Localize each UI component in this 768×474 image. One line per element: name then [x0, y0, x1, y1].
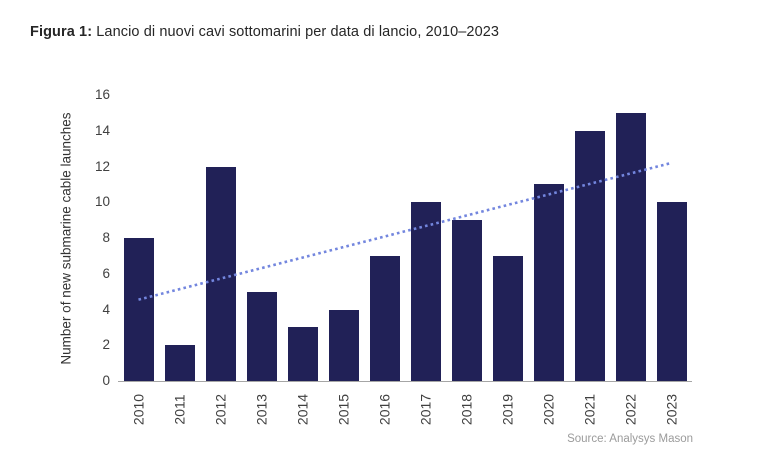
x-tick-label: 2013: [253, 393, 269, 426]
x-tick-label: 2019: [499, 393, 515, 426]
bar-2020: [533, 184, 564, 381]
bar-2014: [287, 327, 318, 381]
x-tick-label: 2016: [376, 393, 392, 426]
plot-area: [118, 95, 692, 382]
trendline: [138, 161, 672, 301]
y-tick-label: 10: [94, 194, 110, 210]
x-tick-label: 2012: [212, 393, 228, 426]
x-tick-label: 2023: [663, 393, 679, 426]
y-tick-label: 6: [102, 265, 110, 281]
x-tick-label: 2011: [171, 394, 187, 425]
x-tick-label: 2015: [335, 393, 351, 426]
bar-2013: [246, 291, 277, 381]
figure-label: Figura 1:: [30, 24, 93, 40]
y-tick-label: 4: [102, 301, 110, 317]
bar-2021: [574, 130, 605, 381]
trendline-path: [138, 161, 672, 301]
x-tick-label: 2017: [417, 393, 433, 426]
source-note: Source: Analysys Mason: [567, 433, 693, 445]
y-tick-label: 14: [94, 122, 110, 138]
bar-2018: [451, 220, 482, 381]
bar-2011: [164, 345, 195, 381]
x-tick-label: 2014: [294, 393, 310, 426]
x-tick-label: 2022: [622, 393, 638, 426]
x-tick-label: 2021: [581, 393, 597, 426]
y-tick-label: 8: [102, 230, 110, 245]
figure-title: Figura 1: Lancio di nuovi cavi sottomari…: [30, 24, 499, 40]
x-axis-ticks: 2010 2011 2012 2013 2014 2015 2016 2017 2018 2019…: [0, 381, 768, 441]
bar-2010: [123, 238, 154, 381]
bar-2023: [656, 202, 687, 381]
figure-title-text: Lancio di nuovi cavi sottomarini per dat…: [92, 24, 500, 40]
y-tick-label: 2: [102, 337, 110, 353]
x-tick-label: 2010: [130, 393, 146, 426]
x-tick-label: 2020: [540, 393, 556, 426]
y-axis-ticks: 0 2 4 6 8 10 12 14 16: [0, 87, 110, 388]
y-tick-label: 0: [102, 373, 110, 388]
bars-group: [118, 95, 692, 381]
x-tick-label: 2018: [458, 393, 474, 426]
bar-2016: [369, 255, 400, 381]
bar-2019: [492, 255, 523, 381]
y-tick-label: 16: [94, 87, 110, 102]
bar-2017: [410, 202, 441, 381]
y-tick-label: 12: [94, 158, 110, 174]
bar-2015: [328, 309, 359, 381]
bar-2022: [615, 112, 646, 381]
bar-2012: [205, 166, 236, 381]
